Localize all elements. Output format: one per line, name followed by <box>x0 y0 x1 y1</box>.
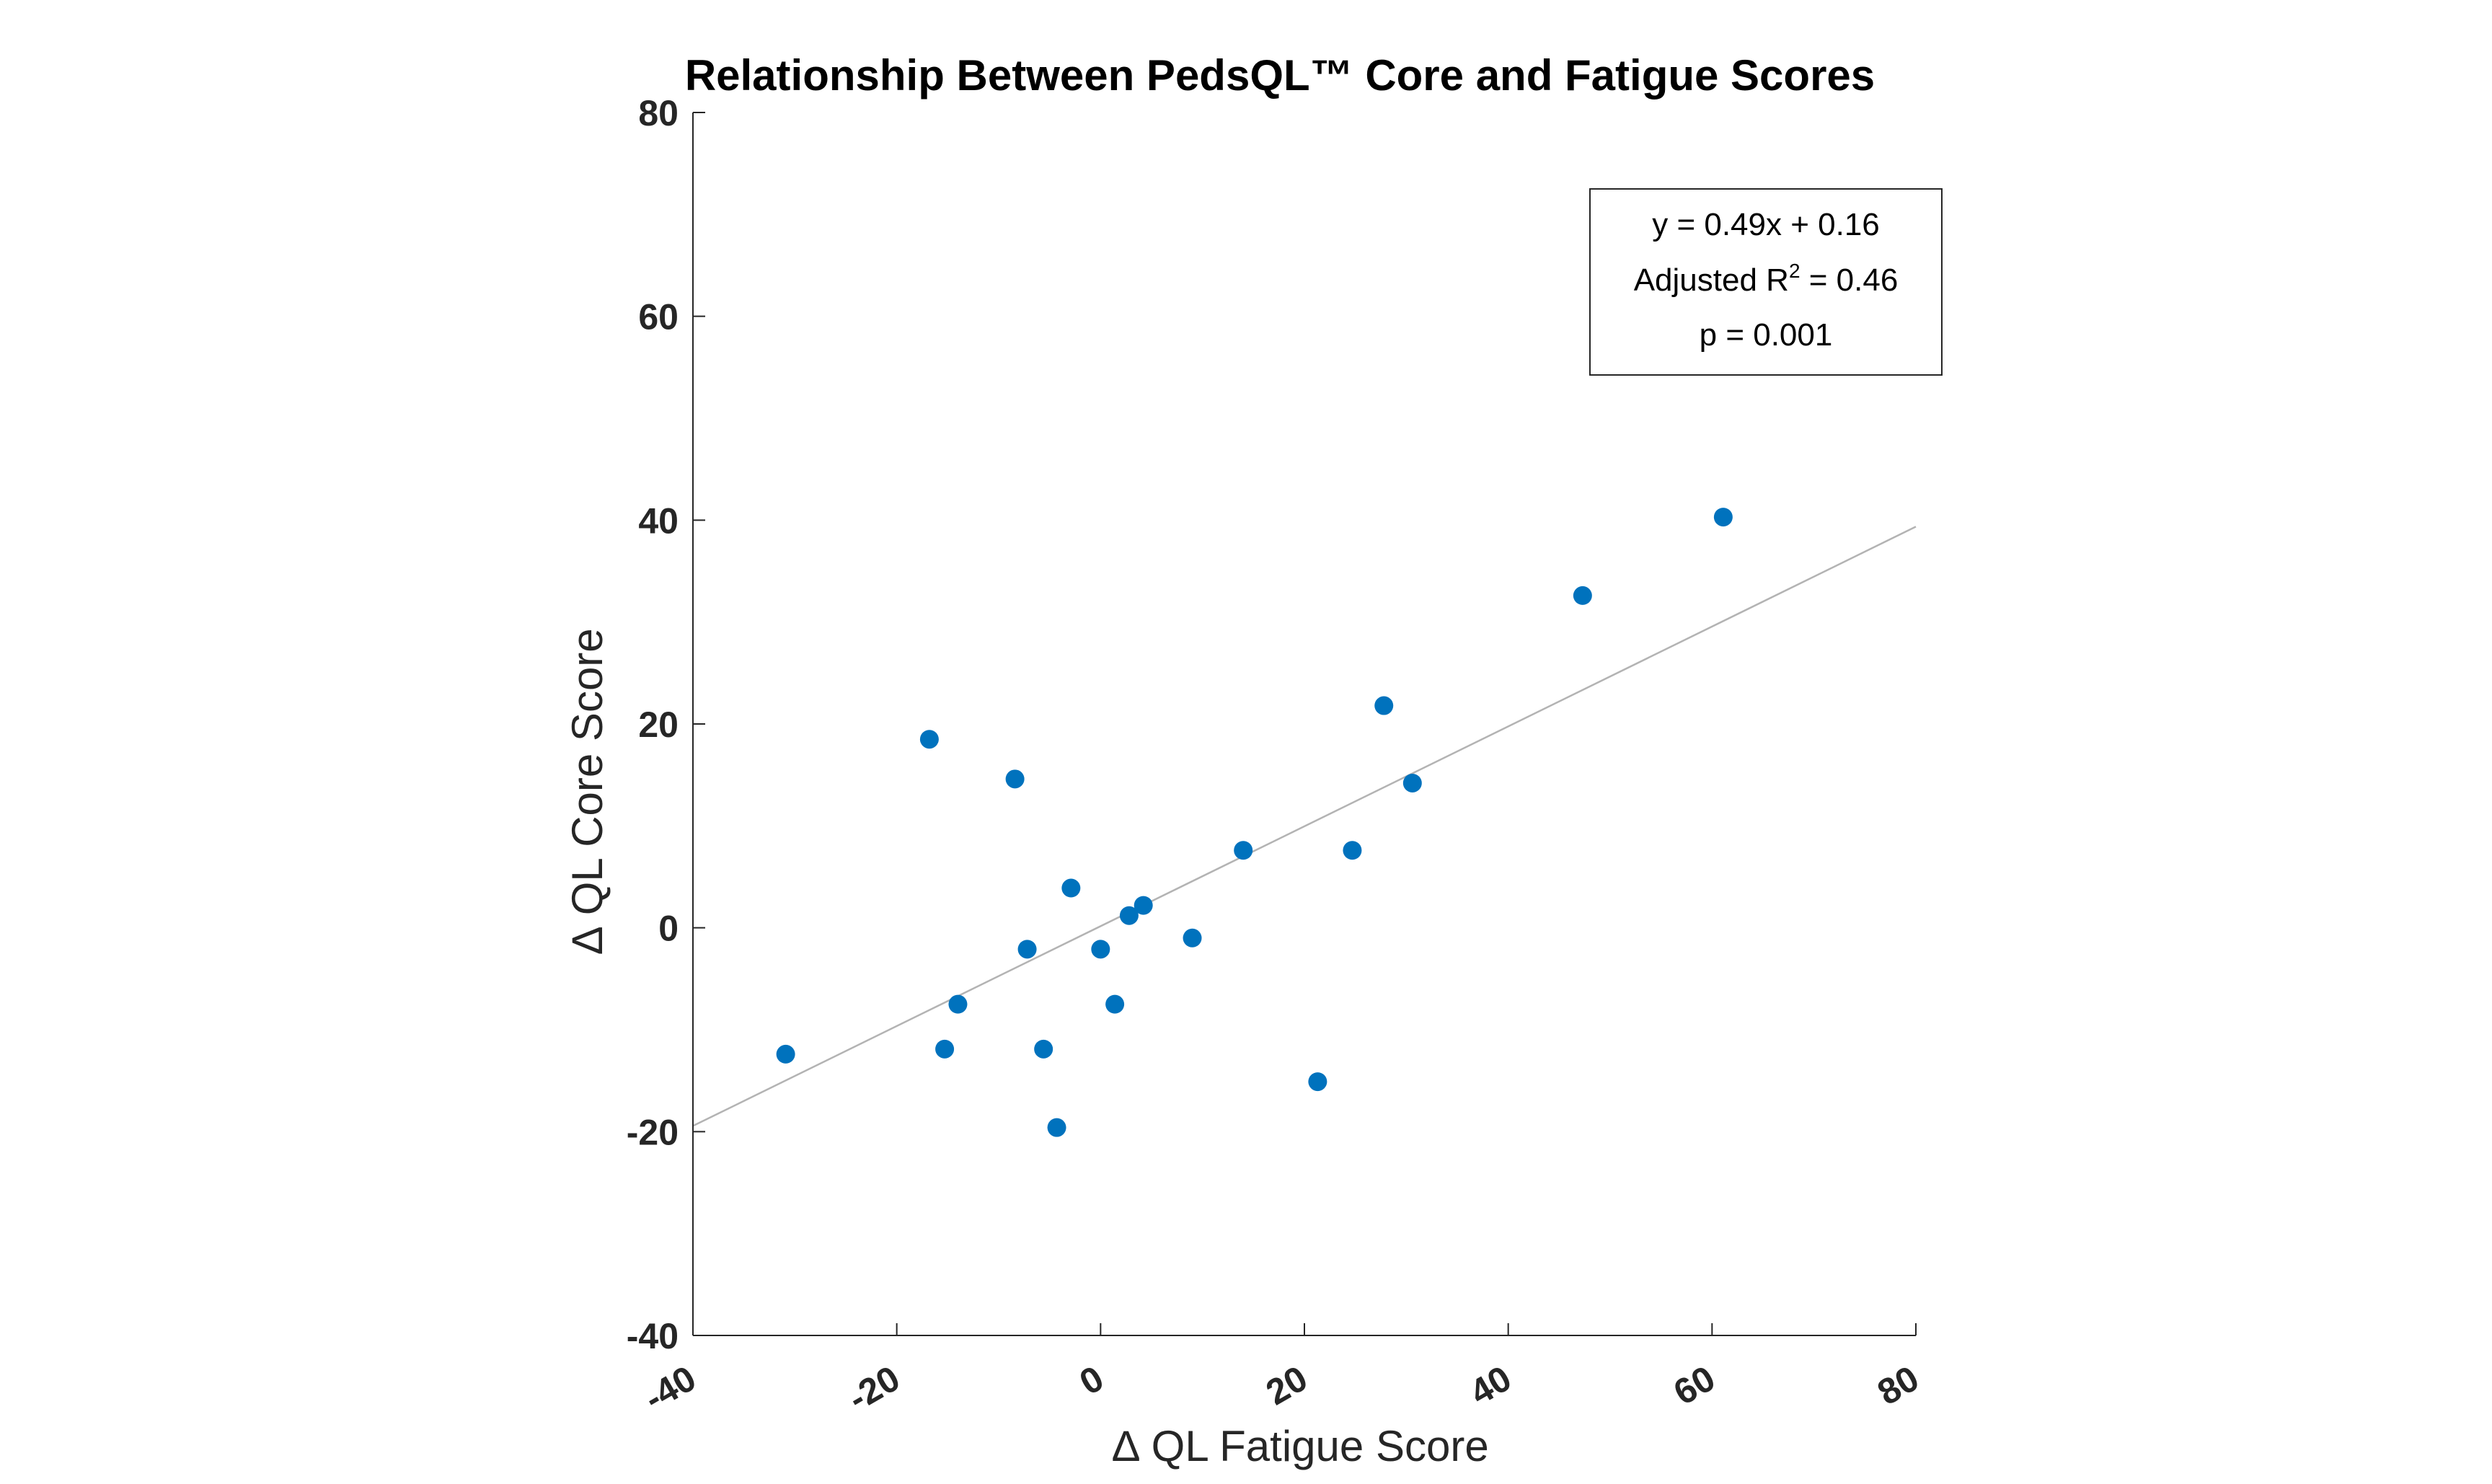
x-tick-label: -20 <box>841 1358 907 1419</box>
regression-line-layer <box>692 526 1917 1127</box>
y-tick-label: 60 <box>638 297 679 337</box>
data-point <box>1061 878 1081 898</box>
plot-area: -40 -20 0 20 40 60 80 -40 -20 0 20 40 60 80 <box>627 93 1926 1419</box>
annotation-border <box>1589 188 1943 376</box>
data-point <box>1713 508 1733 527</box>
y-tick-label: 40 <box>638 500 679 541</box>
data-point <box>1402 773 1422 792</box>
data-point <box>1005 769 1025 789</box>
y-tick-label: -40 <box>627 1316 679 1356</box>
annotation-p-value: p = 0.001 <box>1700 317 1833 353</box>
data-point <box>776 1044 795 1064</box>
data-points <box>776 508 1733 1137</box>
data-point <box>1374 696 1394 715</box>
data-point <box>948 994 968 1014</box>
annotation-box: y = 0.49x + 0.16 Adjusted R2 = 0.46 p = … <box>1589 188 1943 376</box>
x-tick-label: 0 <box>1073 1358 1110 1403</box>
x-tick-label: 40 <box>1463 1358 1518 1413</box>
annotation-equation: y = 0.49x + 0.16 <box>1652 207 1880 242</box>
data-point <box>935 1039 955 1059</box>
y-tick-label: 80 <box>638 93 679 133</box>
data-point <box>1034 1039 1053 1059</box>
r2-prefix: Adjusted R <box>1634 262 1789 298</box>
y-tick-label: -20 <box>627 1112 679 1152</box>
x-axis-label: ∆ QL Fatigue Score <box>1113 1422 1488 1470</box>
x-tick-label: -40 <box>637 1358 703 1419</box>
data-point <box>1573 586 1592 605</box>
data-point <box>1308 1072 1327 1092</box>
x-tick-label: 60 <box>1667 1358 1722 1413</box>
r2-value: = 0.46 <box>1800 262 1899 298</box>
data-point <box>1183 928 1202 948</box>
data-point <box>919 730 939 749</box>
x-tick-label: 80 <box>1870 1358 1925 1413</box>
y-axis-ticks: -40 -20 0 20 40 60 80 <box>627 93 705 1356</box>
data-point <box>1234 841 1253 860</box>
data-point <box>1343 841 1362 860</box>
x-axis-ticks: -40 -20 0 20 40 60 80 <box>637 1323 1926 1419</box>
r2-superscript: 2 <box>1789 260 1800 282</box>
data-point <box>1134 896 1153 915</box>
data-point <box>1047 1118 1066 1137</box>
y-tick-label: 20 <box>638 705 679 745</box>
data-point <box>1017 940 1037 959</box>
y-tick-label: 0 <box>658 909 679 949</box>
x-tick-label: 20 <box>1259 1358 1314 1413</box>
y-axis-label: ∆ QL Core Score <box>563 628 611 953</box>
data-point <box>1091 940 1110 959</box>
data-point <box>1105 994 1125 1014</box>
data-point <box>1119 906 1139 925</box>
annotation-r-squared: Adjusted R2 = 0.46 <box>1634 260 1899 298</box>
regression-line <box>692 526 1917 1127</box>
chart-title: Relationship Between PedsQL™ Core and Fa… <box>685 51 1875 100</box>
